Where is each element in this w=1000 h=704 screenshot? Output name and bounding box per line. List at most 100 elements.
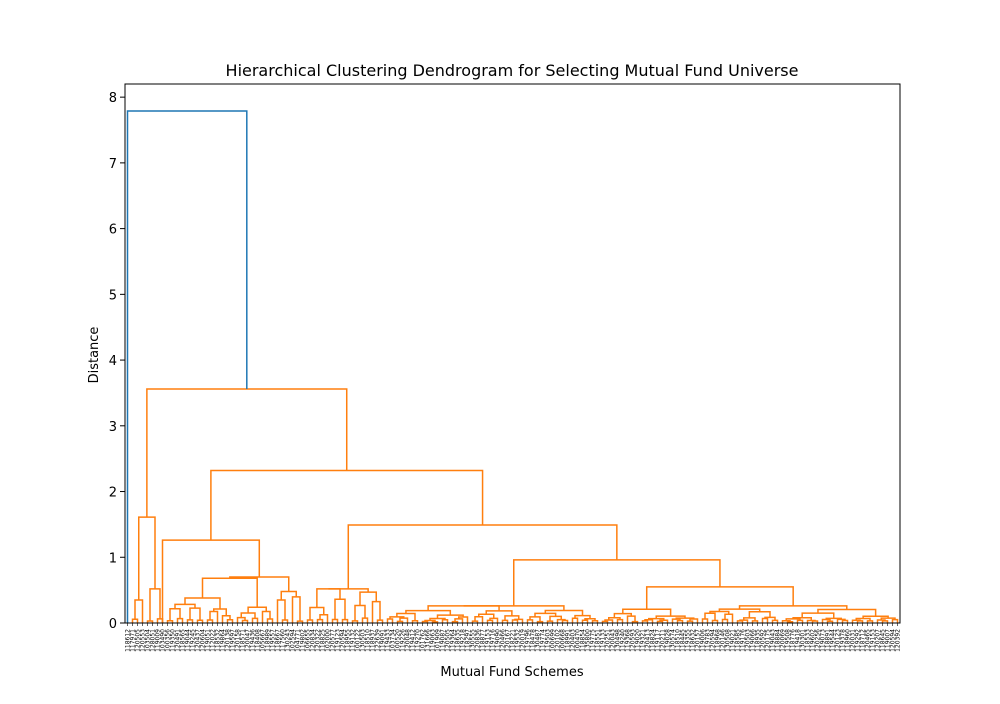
- leaf-label: 119133: [600, 629, 607, 652]
- leaf-label: 119009: [155, 629, 162, 652]
- leaf-label: 120836: [475, 629, 482, 652]
- dendrogram-link: [316, 588, 341, 608]
- leaf-label: 120251: [605, 629, 612, 652]
- leaf-label: 120157: [695, 629, 702, 652]
- dendrogram-link: [513, 559, 721, 606]
- dendrogram-link: [347, 524, 618, 589]
- leaf-label: 120594: [890, 629, 897, 652]
- leaf-label: 118551: [595, 629, 602, 652]
- leaf-label: 119270: [415, 629, 422, 652]
- leaf-label: 130487: [535, 629, 542, 652]
- leaf-label: 118960: [845, 629, 852, 652]
- leaf-label: 135800: [585, 629, 592, 652]
- leaf-label: 119153: [870, 629, 877, 652]
- leaf-label: 120138: [225, 629, 232, 652]
- dendrogram-link: [196, 619, 204, 623]
- leaf-label: 119073: [820, 629, 827, 652]
- dendrogram-link: [161, 539, 261, 623]
- leaf-label: 119028: [665, 629, 672, 652]
- leaf-label: 131666: [425, 629, 432, 652]
- leaf-label: 118854: [580, 629, 587, 652]
- leaf-label: 130301: [800, 629, 807, 652]
- leaf-label: 119557: [270, 629, 277, 652]
- dendrogram-link: [376, 619, 384, 623]
- dendrogram-link: [645, 586, 794, 610]
- dendrogram-link: [201, 577, 258, 608]
- leaf-label: 119021: [730, 629, 737, 652]
- dendrogram-link: [463, 605, 565, 611]
- leaf-label: 120553: [140, 629, 147, 652]
- leaf-label: 119532: [515, 629, 522, 652]
- leaf-label: 104771: [295, 629, 302, 652]
- y-tick-label: 2: [109, 486, 117, 501]
- leaf-label: 120437: [195, 629, 202, 652]
- dendrogram-link: [291, 596, 301, 623]
- dendrogram-link: [149, 588, 161, 622]
- leaf-label: 118297: [465, 629, 472, 652]
- leaf-label: 118645: [880, 629, 887, 652]
- leaf-label: 103504: [145, 629, 152, 652]
- leaf-label: 117560: [280, 629, 287, 652]
- dendrogram-link: [641, 620, 649, 623]
- leaf-label: 105667: [260, 629, 267, 652]
- leaf-label: 118891: [825, 629, 832, 652]
- leaf-label: 120592: [760, 629, 767, 652]
- leaf-label: 118937: [370, 629, 377, 652]
- y-axis-label: Distance: [87, 327, 102, 384]
- dendrogram-link: [361, 617, 369, 623]
- leaf-label: 122639: [375, 629, 382, 652]
- leaf-label: 119020: [635, 629, 642, 652]
- leaf-label: 100668: [560, 629, 567, 652]
- dendrogram-link: [514, 618, 524, 623]
- dendrogram-link: [591, 620, 599, 623]
- y-axis: 0 1 2 3 4 5 6 7 8: [109, 91, 125, 632]
- leaf-label: 120069: [780, 629, 787, 652]
- leaf-label: 120392: [895, 629, 902, 652]
- x-axis-leaf-labels: 1186121179711205051205531035041280511190…: [125, 623, 902, 652]
- leaf-label: 120503: [745, 629, 752, 652]
- dendrogram-link: [319, 613, 329, 623]
- dendrogram-link: [131, 618, 139, 623]
- leaf-label: 119240: [620, 629, 627, 652]
- dendrogram-link: [316, 618, 324, 623]
- dendrogram-link: [389, 616, 405, 620]
- dendrogram-link: [229, 576, 290, 592]
- leaf-label: 120158: [235, 629, 242, 652]
- leaf-label: 120593: [630, 629, 637, 652]
- leaf-label: 118445: [680, 629, 687, 652]
- leaf-label: 118221: [510, 629, 517, 652]
- leaf-label: 130508: [725, 629, 732, 652]
- dendrogram-link: [549, 615, 562, 622]
- x-axis-label: Mutual Fund Schemes: [440, 665, 583, 680]
- leaf-label: 120047: [245, 629, 252, 652]
- dendrogram-link: [631, 620, 639, 623]
- leaf-label: 117971: [130, 629, 137, 652]
- y-tick-label: 6: [109, 223, 117, 238]
- leaf-label: 119321: [640, 629, 647, 652]
- dendrogram-link: [138, 516, 156, 600]
- dendrogram-link: [386, 618, 394, 623]
- leaf-label: 119218: [460, 629, 467, 652]
- leaf-label: 119418: [795, 629, 802, 652]
- leaf-label: 100520: [395, 629, 402, 652]
- leaf-label: 118989: [265, 629, 272, 652]
- leaf-label: 103490: [160, 629, 167, 652]
- leaf-label: 118635: [455, 629, 462, 652]
- leaf-label: 120466: [500, 629, 507, 652]
- leaf-label: 118712: [860, 629, 867, 652]
- leaf-label: 120019: [520, 629, 527, 652]
- leaf-label: 120322: [315, 629, 322, 652]
- y-tick-label: 5: [109, 288, 117, 303]
- dendrogram-link: [601, 620, 609, 623]
- leaf-label: 118585: [735, 629, 742, 652]
- leaf-label: 119433: [385, 629, 392, 652]
- dendrogram-link: [176, 617, 184, 623]
- leaf-label: 130243: [285, 629, 292, 652]
- y-tick-label: 3: [109, 420, 117, 435]
- leaf-label: 120577: [330, 629, 337, 652]
- leaf-label: 119378: [840, 629, 847, 652]
- dendrogram-link: [451, 620, 459, 623]
- leaf-label: 119117: [655, 629, 662, 652]
- dendrogram-link: [748, 610, 771, 618]
